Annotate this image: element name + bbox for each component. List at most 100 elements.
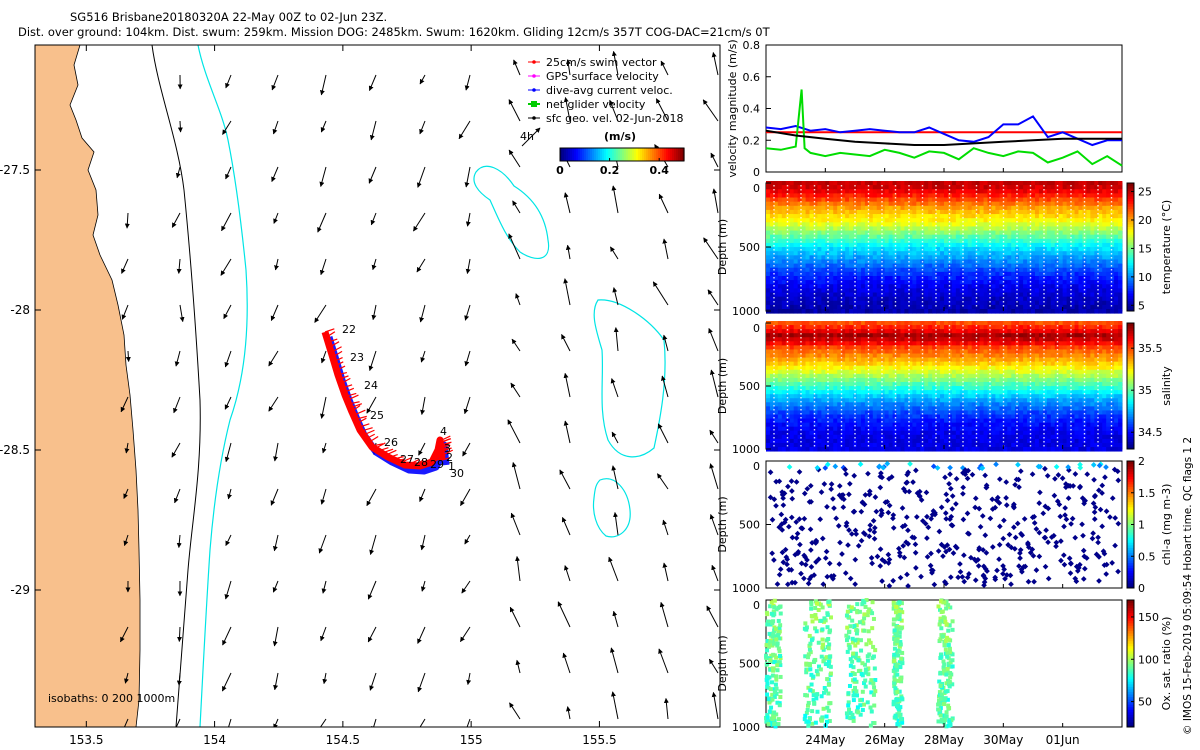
colorbar-swatch: [1127, 267, 1134, 271]
data-point: [975, 251, 980, 256]
data-point: [872, 365, 878, 371]
data-point: [845, 234, 850, 240]
data-point: [1082, 292, 1087, 298]
data-point: [809, 271, 814, 277]
data-point: [880, 205, 886, 211]
data-point: [837, 271, 842, 277]
data-point: [959, 185, 965, 190]
data-point: [912, 193, 917, 198]
data-point: [868, 218, 874, 223]
data-point: [880, 377, 886, 383]
data-point: [924, 205, 929, 211]
data-point: [853, 292, 858, 298]
data-point: [971, 218, 977, 223]
data-point: [766, 353, 771, 359]
data-point: [884, 361, 890, 367]
data-point: [959, 422, 965, 428]
data-point: [1098, 209, 1103, 215]
data-point: [1074, 218, 1079, 223]
data-point: [940, 193, 945, 198]
legend-label: GPS surface velocity: [546, 70, 659, 83]
data-point: [805, 218, 810, 223]
data-point: [841, 438, 846, 444]
colorbar-swatch: [646, 148, 649, 161]
data-point: [880, 275, 886, 281]
data-point: [920, 181, 925, 186]
data-point: [789, 304, 795, 310]
data-point: [766, 226, 771, 232]
data-point: [781, 275, 787, 281]
data-point: [797, 251, 802, 256]
colorbar-swatch: [640, 148, 643, 161]
data-point: [773, 390, 779, 395]
data-point: [1015, 247, 1020, 252]
data-point: [821, 304, 826, 310]
data-point: [766, 230, 771, 236]
geostrophic-arrow: [179, 304, 185, 323]
data-point: [932, 422, 937, 428]
data-point: [766, 430, 771, 436]
data-point: [979, 209, 984, 215]
data-point: [940, 222, 945, 227]
data-point: [773, 205, 779, 211]
data-point: [912, 259, 917, 265]
data-point: [849, 255, 854, 260]
data-point: [766, 259, 771, 265]
data-point: [963, 247, 969, 252]
data-point: [868, 205, 874, 211]
data-point: [817, 309, 822, 314]
data-point: [821, 205, 826, 211]
data-point: [872, 349, 878, 354]
swim-vector: [388, 453, 398, 458]
data-point: [868, 226, 874, 232]
data-point: [1106, 247, 1111, 252]
data-point: [860, 197, 866, 203]
data-point: [900, 341, 905, 346]
data-point: [809, 426, 814, 432]
data-point: [1038, 259, 1044, 265]
data-point: [793, 410, 799, 415]
data-point: [995, 263, 1000, 269]
data-point: [872, 201, 878, 207]
data-point: [860, 263, 866, 269]
data-point: [912, 337, 917, 342]
data-point: [1027, 292, 1032, 298]
data-point: [789, 214, 795, 219]
geostrophic-arrow: [611, 50, 619, 76]
data-point: [813, 226, 818, 232]
data-point: [825, 214, 830, 219]
data-point: [797, 288, 802, 293]
data-point: [1011, 189, 1016, 194]
geostrophic-arrow: [273, 442, 279, 462]
data-point: [1046, 185, 1052, 190]
data-point: [860, 234, 866, 240]
data-point: [904, 197, 909, 203]
data-point: [963, 193, 969, 198]
data-point: [900, 333, 905, 338]
data-point: [896, 255, 901, 260]
data-point: [904, 309, 909, 314]
data-point: [1042, 292, 1048, 298]
data-point: [995, 226, 1000, 232]
data-point: [979, 280, 984, 285]
data-point: [805, 418, 810, 424]
data-point: [864, 251, 870, 256]
data-point: [936, 259, 941, 265]
data-point: [785, 357, 791, 363]
data-point: [928, 267, 933, 273]
data-point: [833, 280, 838, 285]
data-point: [896, 361, 901, 367]
data-point: [1011, 271, 1016, 277]
swim-vector: [441, 457, 451, 461]
data-point: [983, 185, 988, 190]
data-point: [900, 438, 905, 444]
data-point: [1058, 280, 1064, 285]
geostrophic-arrow: [563, 420, 571, 444]
data-point: [1054, 234, 1060, 240]
data-point: [864, 267, 870, 273]
geostrophic-arrow: [322, 672, 328, 685]
data-point: [793, 325, 799, 330]
data-point: [896, 288, 901, 293]
data-point: [892, 259, 897, 265]
data-point: [888, 381, 893, 387]
